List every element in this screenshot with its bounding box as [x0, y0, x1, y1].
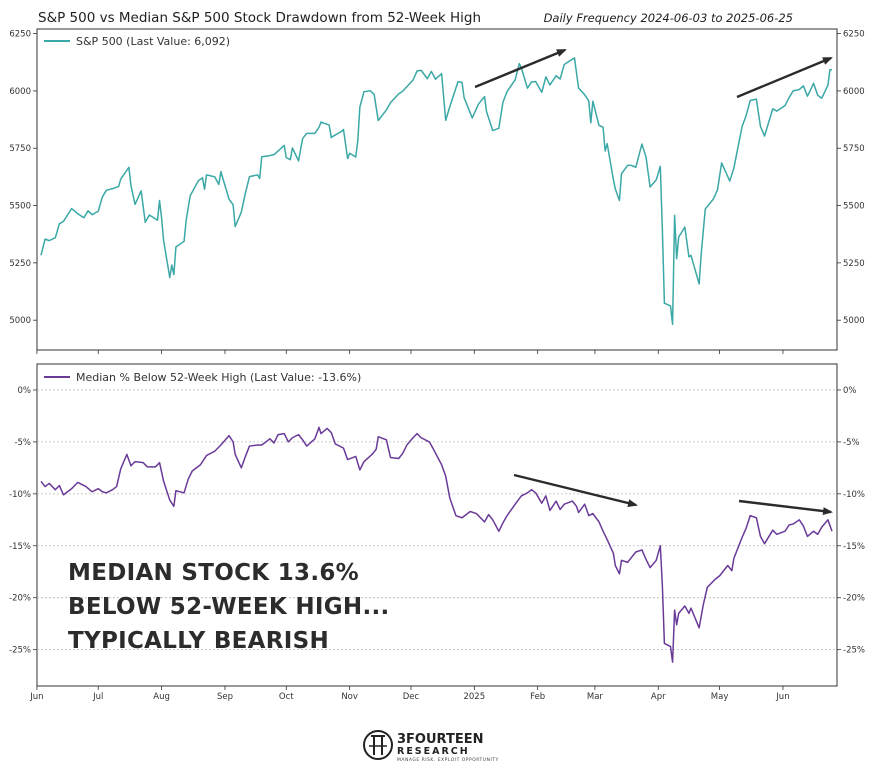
x-tick-label: Nov — [341, 692, 358, 702]
y-tick-label: -20% — [9, 594, 31, 604]
logo-name: 3FOURTEEN — [397, 732, 483, 747]
y-tick-label: 0% — [843, 386, 857, 396]
x-tick-label: Dec — [403, 692, 420, 702]
y-tick-label: -5% — [843, 438, 860, 448]
logo-sub: RESEARCH — [397, 746, 470, 757]
y-tick-label: -20% — [843, 594, 865, 604]
y-tick-label: 5000 — [843, 316, 865, 326]
sp500-x-axis — [36, 350, 784, 354]
sp500-trend-arrows — [474, 48, 833, 99]
sp500-trend-arrow-recent — [736, 56, 833, 99]
x-tick-label: Jul — [92, 692, 103, 702]
drawdown-y-axis-left: 0% -5% -10% -15% -20% -25% — [9, 386, 37, 656]
x-tick-label: Jun — [775, 692, 789, 702]
sp500-panel: 5000 5250 5500 5750 6000 6250 5000 5250 5500 575… — [9, 28, 865, 354]
x-tick-label: Feb — [530, 692, 545, 702]
y-tick-label: 5000 — [9, 316, 31, 326]
y-tick-label: 6000 — [9, 87, 31, 97]
x-tick-label: Mar — [587, 692, 604, 702]
y-tick-label: -25% — [9, 646, 31, 656]
drawdown-y-axis-right: 0% -5% -10% -15% -20% -25% — [837, 386, 865, 656]
y-tick-label: -15% — [9, 542, 31, 552]
callout-text: MEDIAN STOCK 13.6% BELOW 52-WEEK HIGH...… — [68, 560, 390, 654]
x-tick-label: Aug — [153, 692, 170, 702]
drawdown-series-line — [40, 426, 833, 663]
y-tick-label: 5500 — [9, 202, 31, 212]
drawdown-legend: Median % Below 52-Week High (Last Value:… — [44, 371, 361, 384]
drawdown-gridlines — [37, 389, 837, 651]
brand-logo: 3FOURTEEN RESEARCH MANAGE RISK. EXPLOIT … — [363, 730, 499, 763]
y-tick-label: -10% — [843, 490, 865, 500]
drawdown-panel: 0% -5% -10% -15% -20% -25% 0% -5% -10% -15% -20% -… — [9, 363, 865, 702]
x-tick-label: May — [711, 692, 729, 702]
x-tick-label: Oct — [279, 692, 294, 702]
drawdown-x-axis: Jun Jul Aug Sep Oct Nov Dec 2025 Feb Mar Apr May Jun — [29, 686, 790, 702]
x-tick-label: 2025 — [463, 692, 485, 702]
sp500-series-line — [40, 57, 832, 326]
chart-subtitle: Daily Frequency 2024-06-03 to 2025-06-25 — [544, 11, 793, 25]
callout-line-3: TYPICALLY BEARISH — [68, 628, 329, 654]
callout-line-2: BELOW 52-WEEK HIGH... — [68, 594, 390, 620]
y-tick-label: -15% — [843, 542, 865, 552]
y-tick-label: 5750 — [843, 144, 865, 154]
sp500-legend: S&P 500 (Last Value: 6,092) — [44, 35, 230, 48]
sp500-trend-arrow-early — [474, 48, 567, 89]
sp500-legend-label: S&P 500 (Last Value: 6,092) — [76, 35, 230, 48]
drawdown-plot-frame — [36, 363, 838, 687]
x-tick-label: Jun — [29, 692, 43, 702]
drawdown-trend-arrow-early — [513, 473, 638, 507]
y-tick-label: 5750 — [9, 144, 31, 154]
y-tick-label: 5250 — [843, 259, 865, 269]
y-tick-label: 5500 — [843, 202, 865, 212]
y-tick-label: 5250 — [9, 259, 31, 269]
x-tick-label: Sep — [217, 692, 233, 702]
x-tick-label: Apr — [651, 692, 666, 702]
drawdown-legend-label: Median % Below 52-Week High (Last Value:… — [76, 371, 361, 384]
y-tick-label: -5% — [14, 438, 31, 448]
sp500-y-axis-right: 5000 5250 5500 5750 6000 6250 — [837, 30, 865, 326]
y-tick-label: -25% — [843, 646, 865, 656]
y-tick-label: 6000 — [843, 87, 865, 97]
drawdown-trend-arrows — [513, 473, 833, 516]
sp500-plot-frame — [36, 28, 838, 351]
y-tick-label: 6250 — [9, 30, 31, 40]
sp500-y-axis-left: 5000 5250 5500 5750 6000 6250 — [9, 30, 37, 326]
y-tick-label: 6250 — [843, 30, 865, 40]
callout-line-1: MEDIAN STOCK 13.6% — [68, 560, 359, 586]
drawdown-trend-arrow-recent — [738, 499, 833, 516]
y-tick-label: 0% — [18, 386, 32, 396]
chart-title: S&P 500 vs Median S&P 500 Stock Drawdown… — [38, 10, 481, 26]
y-tick-label: -10% — [9, 490, 31, 500]
logo-emblem-icon — [363, 730, 393, 760]
logo-tagline: MANAGE RISK. EXPLOIT OPPORTUNITY — [397, 757, 499, 763]
